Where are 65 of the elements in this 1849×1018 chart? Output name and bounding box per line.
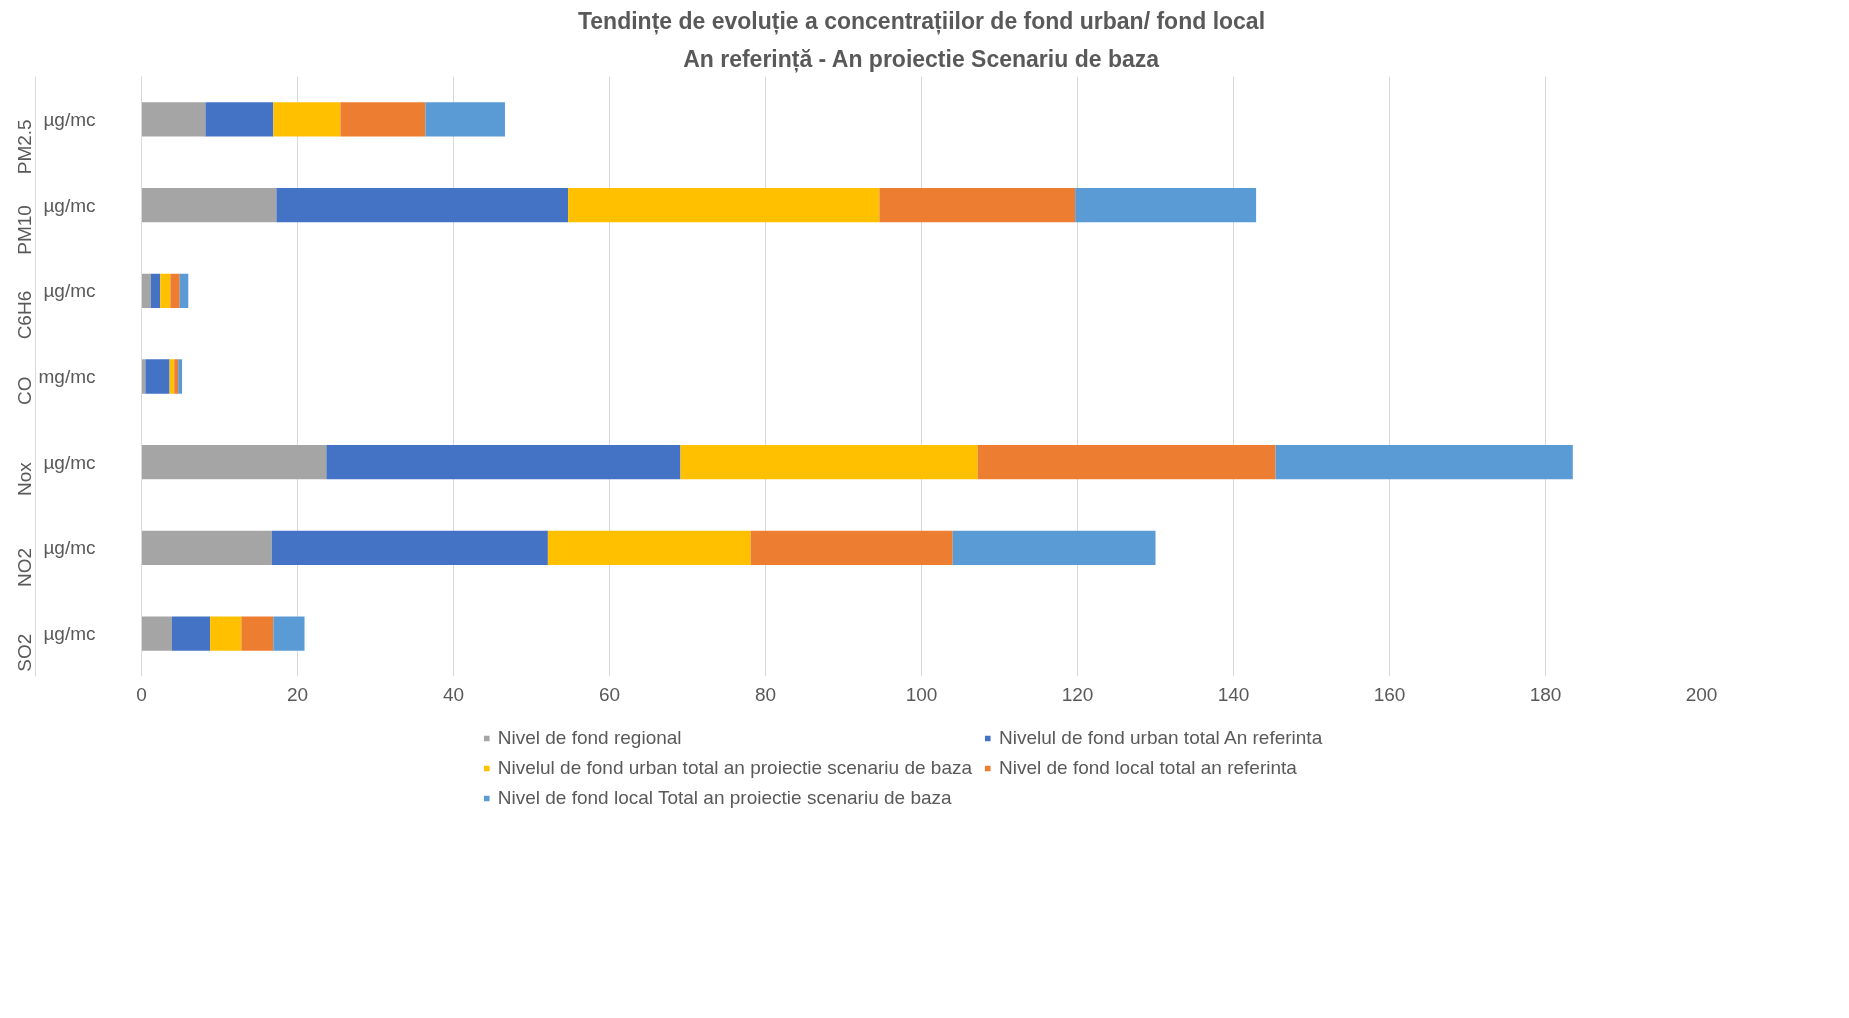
legend-label: Nivelul de fond urban total An referinta bbox=[999, 727, 1323, 749]
bar bbox=[547, 530, 751, 566]
bar bbox=[271, 530, 548, 566]
y-tick-label: SO2 bbox=[14, 633, 35, 672]
bar bbox=[273, 102, 341, 137]
bar bbox=[276, 187, 569, 223]
chart-title: Tendințe de evoluție a concentrațiilor de fond urban/ fond local bbox=[577, 7, 1266, 35]
legend-label: Nivel de fond local Total an proiectie scenariu de baza bbox=[497, 787, 952, 809]
bar bbox=[425, 102, 505, 137]
bar bbox=[179, 273, 189, 308]
legend-label: Nivel de fond regional bbox=[497, 727, 682, 749]
bar bbox=[141, 273, 151, 308]
bar bbox=[141, 445, 327, 480]
bar bbox=[141, 616, 172, 651]
x-tick-label: 0 bbox=[136, 683, 147, 705]
bar bbox=[160, 273, 171, 308]
bar bbox=[568, 187, 880, 223]
x-tick-label: 100 bbox=[905, 683, 938, 705]
y-tick-label: PM2.5 bbox=[14, 119, 35, 175]
bar bbox=[879, 187, 1076, 223]
bar bbox=[1275, 445, 1573, 480]
bar bbox=[150, 273, 161, 308]
y-tick-label: Nox bbox=[14, 461, 35, 496]
y2-tick-label: µg/mc bbox=[43, 623, 96, 645]
y2-tick-label: µg/mc bbox=[43, 451, 96, 473]
bar bbox=[241, 616, 274, 651]
legend-label: Nivelul de fond urban total an proiectie scenariu de baza bbox=[497, 757, 973, 779]
x-tick-label: 20 bbox=[286, 683, 309, 705]
y2-tick-label: µg/mc bbox=[43, 280, 96, 302]
x-tick-label: 160 bbox=[1373, 683, 1406, 705]
y2-tick-label: µg/mc bbox=[43, 194, 96, 216]
y-tick-label: PM10 bbox=[14, 205, 35, 255]
y-tick-label: NO2 bbox=[14, 547, 35, 587]
bar bbox=[141, 102, 206, 137]
bar bbox=[178, 359, 183, 394]
bar bbox=[340, 102, 426, 137]
bar bbox=[141, 530, 272, 566]
x-tick-label: 200 bbox=[1685, 683, 1718, 705]
bar bbox=[977, 445, 1276, 480]
x-tick-label: 80 bbox=[754, 683, 777, 705]
y2-tick-label: mg/mc bbox=[38, 366, 96, 387]
bar bbox=[273, 616, 305, 651]
bar bbox=[210, 616, 242, 651]
bar bbox=[205, 102, 274, 137]
bar bbox=[326, 445, 681, 480]
bar bbox=[141, 187, 277, 223]
bar bbox=[170, 273, 180, 308]
bar bbox=[171, 616, 211, 651]
y2-tick-label: µg/mc bbox=[43, 537, 96, 559]
bar bbox=[1075, 187, 1257, 223]
y2-tick-label: µg/mc bbox=[43, 108, 96, 130]
x-tick-label: 180 bbox=[1529, 683, 1562, 705]
bar bbox=[750, 530, 953, 566]
legend-label: Nivel de fond local total an referinta bbox=[999, 757, 1297, 779]
x-tick-label: 120 bbox=[1061, 683, 1094, 705]
y-tick-label: C6H6 bbox=[14, 290, 35, 340]
y-tick-label: CO bbox=[14, 376, 35, 405]
x-tick-label: 40 bbox=[442, 683, 465, 705]
bar bbox=[680, 445, 978, 480]
bar bbox=[174, 359, 179, 394]
x-tick-label: 140 bbox=[1217, 683, 1250, 705]
chart-subtitle: An referință - An proiectie Scenariu de baza bbox=[683, 45, 1160, 73]
bar bbox=[952, 530, 1156, 566]
x-tick-label: 60 bbox=[598, 683, 621, 705]
bar bbox=[145, 359, 170, 394]
